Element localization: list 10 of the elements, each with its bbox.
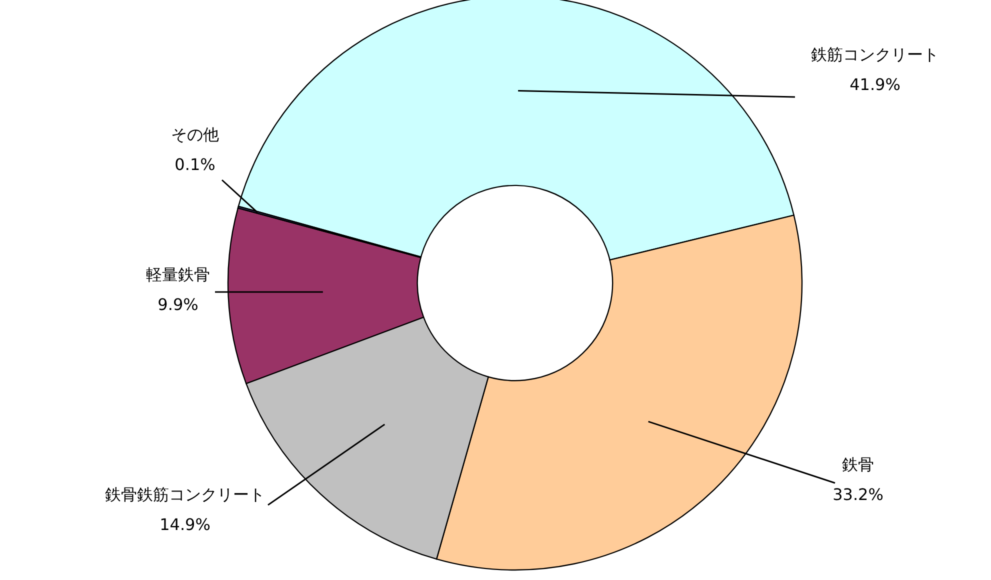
- data-label: 14.9%: [160, 515, 210, 534]
- data-label: 41.9%: [850, 75, 900, 94]
- slice-label: 鉄筋コンクリート: [811, 45, 939, 64]
- data-label: 0.1%: [174, 155, 216, 174]
- slice-label: その他: [171, 125, 219, 144]
- slice-label: 鉄骨鉄筋コンクリート: [105, 485, 265, 504]
- slice-label: 軽量鉄骨: [146, 265, 210, 284]
- slice-label: 鉄骨: [842, 455, 874, 474]
- data-label: 9.9%: [158, 295, 198, 314]
- data-label: 33.2%: [832, 485, 884, 504]
